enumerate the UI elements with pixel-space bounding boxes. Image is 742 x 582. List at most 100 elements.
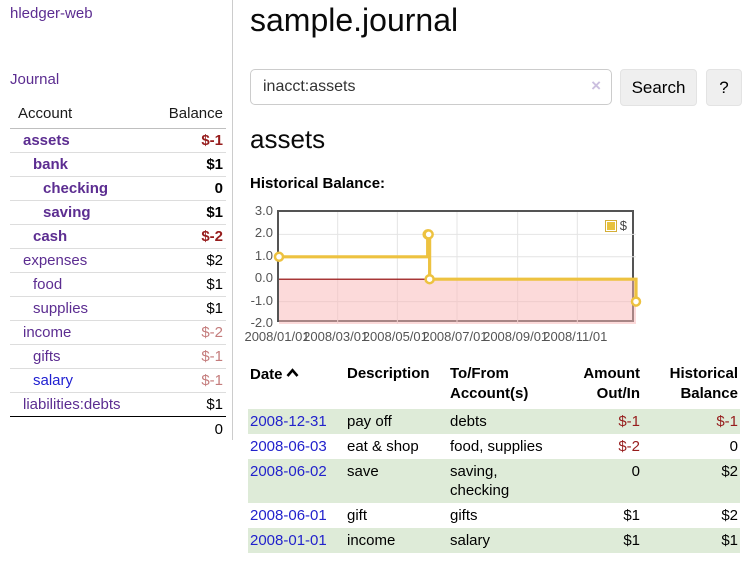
search-form: × Search ? [250,69,742,106]
search-input[interactable] [250,69,612,105]
account-link-checking[interactable]: checking [43,180,109,197]
account-row: salary $-1 [10,368,226,393]
historical-balance-chart: 3.0 2.0 1.0 0.0 -1.0 -2.0 $ 2008/01/01 2008/03… [244,203,742,345]
account-link-salary[interactable]: salary [33,372,74,389]
account-row: expenses $2 [10,248,226,273]
accounts-total-value: 0 [214,421,223,438]
legend-swatch-icon [604,219,617,232]
account-link-gifts[interactable]: gifts [33,348,61,365]
account-balance: $1 [146,272,226,297]
register-table: Date Description To/From Account(s) Amou… [248,362,740,553]
account-balance: $1 [146,392,226,417]
chart-legend: $ [602,217,629,234]
register-col-description: Description [347,365,430,382]
register-row: 2008-06-01 gift gifts $1 $2 [248,503,740,528]
accounts-total-row: 0 [10,417,226,442]
x-tick-label: 2008/03/01 [303,329,369,344]
y-tick-label: -1.0 [250,292,273,308]
help-button[interactable]: ? [706,69,742,106]
register-col-balance: Historical Balance [669,365,738,402]
register-accounts: saving, checking [450,463,510,499]
account-row: food $1 [10,272,226,297]
register-date-link[interactable]: 2008-06-03 [250,438,327,455]
account-balance: $1 [146,152,226,177]
page-title: sample.journal [250,2,459,38]
y-tick-label: 1.0 [254,247,273,263]
accounts-table: Account Balance assets $-1 bank $1 checking 0… [10,103,226,441]
register-description: gift [347,507,368,524]
account-balance: $1 [146,200,226,225]
account-balance: $-2 [146,320,226,345]
register-amount: 0 [631,463,640,480]
y-tick-label: 2.0 [254,225,273,241]
register-description: save [347,463,379,480]
register-date-link[interactable]: 2008-06-01 [250,507,327,524]
register-col-accounts: To/From Account(s) [450,365,529,402]
register-row: 2008-06-02 save saving, checking 0 $2 [248,459,740,503]
register-balance: $-1 [716,413,738,430]
sidebar-item-journal[interactable]: Journal [10,71,60,88]
account-link-supplies[interactable]: supplies [33,300,89,317]
account-link-assets[interactable]: assets [23,132,70,149]
data-point-marker [424,273,435,285]
chart-title: Historical Balance: [250,175,386,192]
account-balance: $-1 [146,128,226,153]
register-amount: $-2 [618,438,640,455]
register-row: 2008-12-31 pay off debts $-1 $-1 [248,409,740,434]
account-balance: 0 [146,176,226,201]
register-accounts: salary [450,532,491,549]
account-balance: $-1 [146,368,226,393]
brand-link[interactable]: hledger-web [10,5,93,22]
x-tick-label: 2008/09/01 [483,329,549,344]
account-link-saving[interactable]: saving [43,204,91,221]
register-balance: $2 [721,463,738,480]
register-balance: 0 [729,438,738,455]
y-tick-label: 3.0 [254,203,273,218]
account-row: liabilities:debts $1 [10,392,226,417]
data-point-marker [423,229,434,240]
account-balance: $2 [146,248,226,273]
account-link-bank[interactable]: bank [33,156,69,173]
search-button[interactable]: Search [620,69,697,106]
account-balance: $-1 [146,344,226,369]
data-point-marker [630,296,642,307]
x-tick-label: 2008/11/01 [543,329,608,344]
register-date-link[interactable]: 2008-06-02 [250,463,327,480]
register-balance: $2 [721,507,738,524]
register-balance: $1 [721,532,738,549]
chart-plot-area: $ [273,210,642,324]
x-tick-label: 2008/07/01 [422,329,488,344]
clear-search-icon[interactable]: × [591,76,601,95]
register-amount: $-1 [618,413,640,430]
register-date-link[interactable]: 2008-01-01 [250,532,327,549]
account-balance: $1 [146,296,226,321]
account-link-food[interactable]: food [33,276,63,293]
y-tick-label: -2.0 [250,315,273,330]
register-description: eat & shop [347,438,419,455]
account-balance: $-2 [146,224,226,249]
account-link-liabilities-debts[interactable]: liabilities:debts [23,396,121,413]
register-date-link[interactable]: 2008-12-31 [250,413,327,430]
data-point-marker [273,251,285,263]
negative-region [279,279,636,324]
account-link-cash[interactable]: cash [33,228,68,245]
account-link-expenses[interactable]: expenses [23,252,88,269]
account-link-income[interactable]: income [23,324,72,341]
x-tick-label: 2008/01/01 [244,329,310,344]
register-description: pay off [347,413,392,430]
register-row: 2008-01-01 income salary $1 $1 [248,528,740,553]
register-accounts: gifts [450,507,478,524]
register-accounts: debts [450,413,487,430]
sort-ascending-icon [286,364,299,384]
account-row: checking 0 [10,176,226,201]
y-tick-label: 0.0 [254,270,273,286]
x-tick-label: 2008/05/01 [362,329,428,344]
accounts-header-balance: Balance [146,103,226,129]
register-header-row: Date Description To/From Account(s) Amou… [248,362,740,409]
account-heading: assets [250,124,326,154]
account-row: cash $-2 [10,224,226,249]
register-accounts: food, supplies [450,438,543,455]
register-col-date[interactable]: Date [248,362,345,409]
account-row: assets $-1 [10,128,226,153]
